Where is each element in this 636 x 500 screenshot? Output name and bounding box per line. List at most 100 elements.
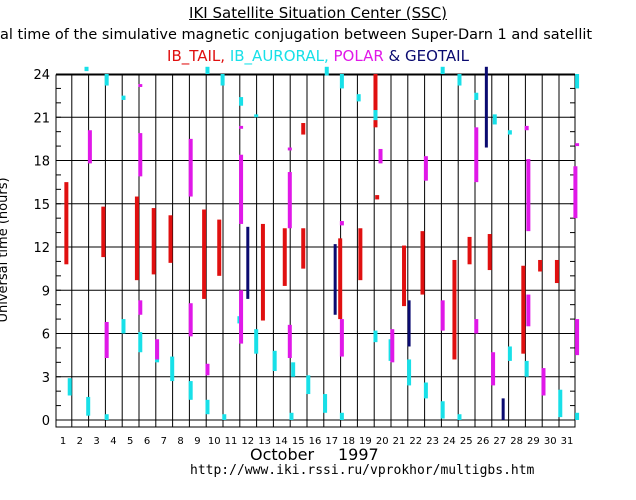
x-tick-label: 27 xyxy=(493,436,506,447)
bar-polar xyxy=(138,300,143,315)
bar-polar xyxy=(104,321,109,359)
x-tick-label: 5 xyxy=(127,436,133,447)
bar-polar xyxy=(573,166,578,219)
x-tick-label: 14 xyxy=(275,436,288,447)
bar-ib-auroral xyxy=(407,359,412,386)
bar-polar xyxy=(390,329,395,363)
x-tick-label: 31 xyxy=(561,436,574,447)
bar-polar xyxy=(575,143,580,147)
bar-polar xyxy=(339,221,344,226)
bar-polar xyxy=(378,148,383,164)
bar-ib-tail xyxy=(402,245,407,307)
x-tick-label: 3 xyxy=(93,436,99,447)
bar-ib-auroral xyxy=(84,66,89,72)
bar-polar xyxy=(575,319,580,356)
bar-ib-auroral xyxy=(492,114,497,125)
bar-polar xyxy=(287,147,292,151)
bar-geotail xyxy=(501,398,505,420)
bar-ib-auroral xyxy=(356,94,361,102)
bar-polar xyxy=(239,154,244,224)
legend: IB_TAIL, IB_AURORAL, POLAR & GEOTAIL xyxy=(0,47,636,65)
x-tick-label: 30 xyxy=(544,436,557,447)
bar-polar xyxy=(239,125,244,129)
bar-ib-auroral xyxy=(254,114,259,118)
x-tick-label: 15 xyxy=(292,436,305,447)
bar-ib-auroral xyxy=(507,346,512,361)
plot-frame xyxy=(55,74,576,428)
bar-polar xyxy=(474,319,479,334)
x-tick-label: 17 xyxy=(325,436,338,447)
x-axis-month-label: October xyxy=(250,445,315,464)
bar-ib-auroral xyxy=(220,74,225,86)
bar-ib-tail xyxy=(375,195,380,200)
source-url[interactable]: http://www.iki.rssi.ru/vprokhor/multigbs… xyxy=(190,463,535,478)
bar-ib-tail xyxy=(358,228,363,281)
bar-ib-auroral xyxy=(205,399,210,415)
bar-polar xyxy=(541,368,546,396)
bar-ib-auroral xyxy=(440,66,445,74)
bar-ib-auroral xyxy=(324,66,329,76)
legend-item-ib-auroral: IB_AURORAL, xyxy=(229,47,329,65)
y-tick-label: 18 xyxy=(33,155,50,170)
x-tick-label: 9 xyxy=(194,436,200,447)
bar-ib-tail xyxy=(260,223,265,321)
bar-ib-auroral xyxy=(239,97,244,106)
bar-ib-auroral xyxy=(524,360,529,377)
bar-polar xyxy=(440,300,445,331)
bar-ib-auroral xyxy=(222,414,227,420)
legend-item-polar: POLAR xyxy=(333,47,384,65)
bar-ib-tail xyxy=(134,196,139,281)
bar-polar xyxy=(138,84,143,87)
x-tick-label: 22 xyxy=(409,436,422,447)
bar-ib-tail xyxy=(151,208,156,275)
bar-ib-auroral xyxy=(205,66,210,74)
bar-ib-auroral xyxy=(575,412,580,420)
bar-ib-auroral xyxy=(339,74,344,89)
bar-polar xyxy=(155,339,160,360)
y-tick-label: 3 xyxy=(42,371,50,386)
y-tick-label: 24 xyxy=(33,68,50,83)
bar-ib-auroral xyxy=(121,95,126,100)
bar-geotail xyxy=(484,66,488,148)
bar-polar xyxy=(491,352,496,386)
bar-ib-auroral xyxy=(457,74,462,86)
x-tick-label: 12 xyxy=(241,436,254,447)
bar-ib-tail xyxy=(538,259,543,272)
bar-ib-auroral xyxy=(67,378,72,396)
bar-ib-auroral xyxy=(373,330,378,343)
bar-ib-auroral xyxy=(507,130,512,135)
bar-ib-tail xyxy=(101,206,106,258)
bar-polar xyxy=(287,324,292,359)
bar-polar xyxy=(287,172,292,229)
x-tick-label: 1 xyxy=(60,436,66,447)
bar-ib-tail xyxy=(521,265,526,354)
x-tick-label: 18 xyxy=(342,436,355,447)
bar-ib-tail xyxy=(202,209,207,299)
x-tick-label: 21 xyxy=(393,436,406,447)
bar-ib-auroral xyxy=(138,332,143,353)
bar-ib-tail xyxy=(554,259,559,284)
x-tick-label: 19 xyxy=(359,436,372,447)
y-tick-label: 15 xyxy=(33,198,50,213)
bar-ib-auroral xyxy=(558,389,563,418)
bar-geotail xyxy=(333,244,337,315)
legend-item-ib-tail: IB_TAIL, xyxy=(167,47,226,65)
bar-ib-auroral xyxy=(254,329,259,354)
legend-item-geotail: & GEOTAIL xyxy=(388,47,469,65)
x-tick-label: 29 xyxy=(527,436,540,447)
bar-polar xyxy=(188,303,193,337)
bar-polar xyxy=(205,363,210,376)
x-tick-label: 23 xyxy=(426,436,439,447)
bar-ib-auroral xyxy=(423,382,428,399)
bar-ib-tail xyxy=(420,231,425,295)
y-tick-label: 21 xyxy=(33,111,50,126)
bar-ib-auroral xyxy=(121,319,126,334)
x-tick-label: 13 xyxy=(258,436,271,447)
x-tick-label: 24 xyxy=(443,436,456,447)
x-tick-label: 11 xyxy=(225,436,238,447)
chart-subtitle: al time of the simulative magnetic conju… xyxy=(0,27,593,43)
bar-ib-auroral xyxy=(339,412,344,420)
bar-ib-tail xyxy=(487,234,492,271)
bar-ib-auroral xyxy=(575,74,580,89)
